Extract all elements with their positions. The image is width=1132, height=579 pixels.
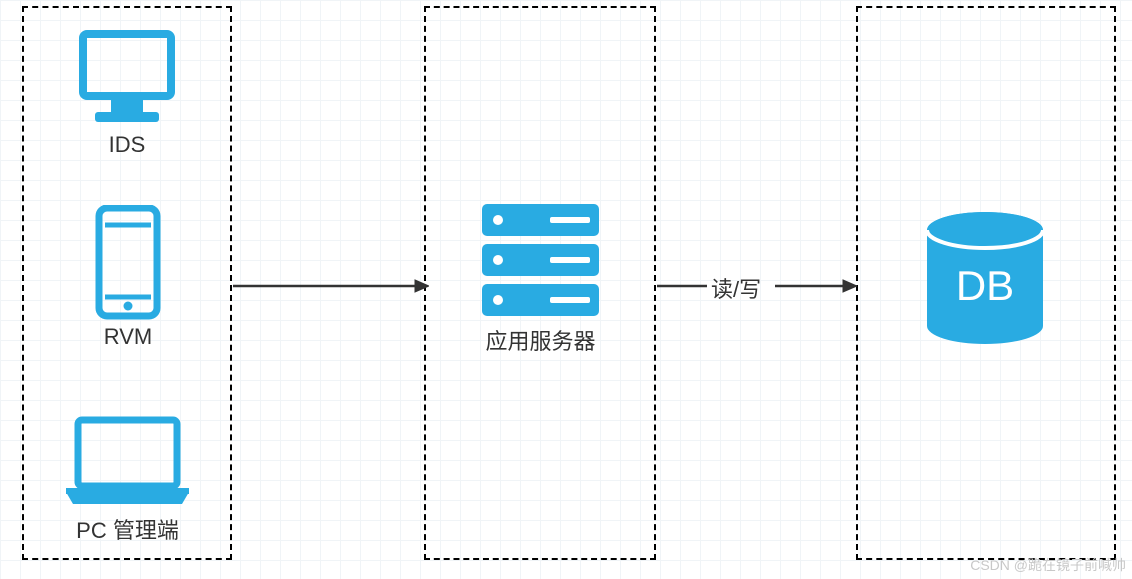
node-rvm: RVM [95,205,161,350]
arrow-app-to-db-label: 读/写 [711,272,761,304]
laptop-icon [60,414,195,509]
db-text: DB [956,262,1014,309]
node-app-server: 应用服务器 [478,200,603,356]
node-ids-label: IDS [77,132,177,158]
phone-icon [95,205,161,320]
database-icon: DB [920,208,1050,348]
arrow-clients-to-app [233,276,429,296]
node-ids: IDS [77,28,177,158]
node-app-server-label: 应用服务器 [478,324,603,356]
node-pc: PC 管理端 [60,414,195,545]
server-icon [478,200,603,320]
node-db: DB [920,208,1050,348]
monitor-icon [77,28,177,128]
watermark: CSDN @跪在镜子前喊帅 [970,555,1126,575]
node-pc-label: PC 管理端 [60,513,195,545]
node-rvm-label: RVM [95,324,161,350]
